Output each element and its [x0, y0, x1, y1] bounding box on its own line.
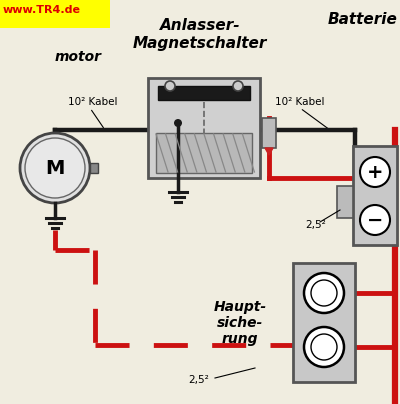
Bar — [158, 86, 250, 100]
Text: 2,5²: 2,5² — [188, 375, 209, 385]
Circle shape — [165, 81, 175, 91]
Text: Anlasser: Anlasser — [3, 15, 51, 25]
Text: −: − — [367, 210, 383, 229]
Text: +: + — [367, 162, 383, 181]
Circle shape — [304, 327, 344, 367]
Circle shape — [25, 138, 85, 198]
Circle shape — [174, 119, 182, 127]
Polygon shape — [265, 148, 273, 155]
Bar — [156, 133, 252, 173]
Text: 10² Kabel: 10² Kabel — [275, 97, 324, 107]
Circle shape — [233, 81, 243, 91]
Text: Anlasser-: Anlasser- — [160, 18, 240, 33]
Text: Batterie: Batterie — [328, 12, 398, 27]
Bar — [0, 0, 110, 28]
Text: siche-: siche- — [217, 316, 263, 330]
Circle shape — [20, 133, 90, 203]
Circle shape — [304, 273, 344, 313]
Text: Haupt-: Haupt- — [214, 300, 266, 314]
Circle shape — [360, 205, 390, 235]
Bar — [337, 186, 353, 218]
Text: www.TR4.de: www.TR4.de — [3, 5, 81, 15]
Text: M: M — [45, 158, 65, 177]
Circle shape — [360, 157, 390, 187]
FancyBboxPatch shape — [148, 78, 260, 178]
Text: rung: rung — [222, 332, 258, 346]
Text: 10² Kabel: 10² Kabel — [68, 97, 118, 107]
Bar — [262, 118, 276, 148]
Text: motor: motor — [55, 50, 102, 64]
FancyBboxPatch shape — [293, 263, 355, 382]
Text: Magnetschalter: Magnetschalter — [133, 36, 267, 51]
FancyBboxPatch shape — [353, 146, 397, 245]
Bar — [90, 163, 98, 173]
Text: 2,5²: 2,5² — [305, 220, 326, 230]
